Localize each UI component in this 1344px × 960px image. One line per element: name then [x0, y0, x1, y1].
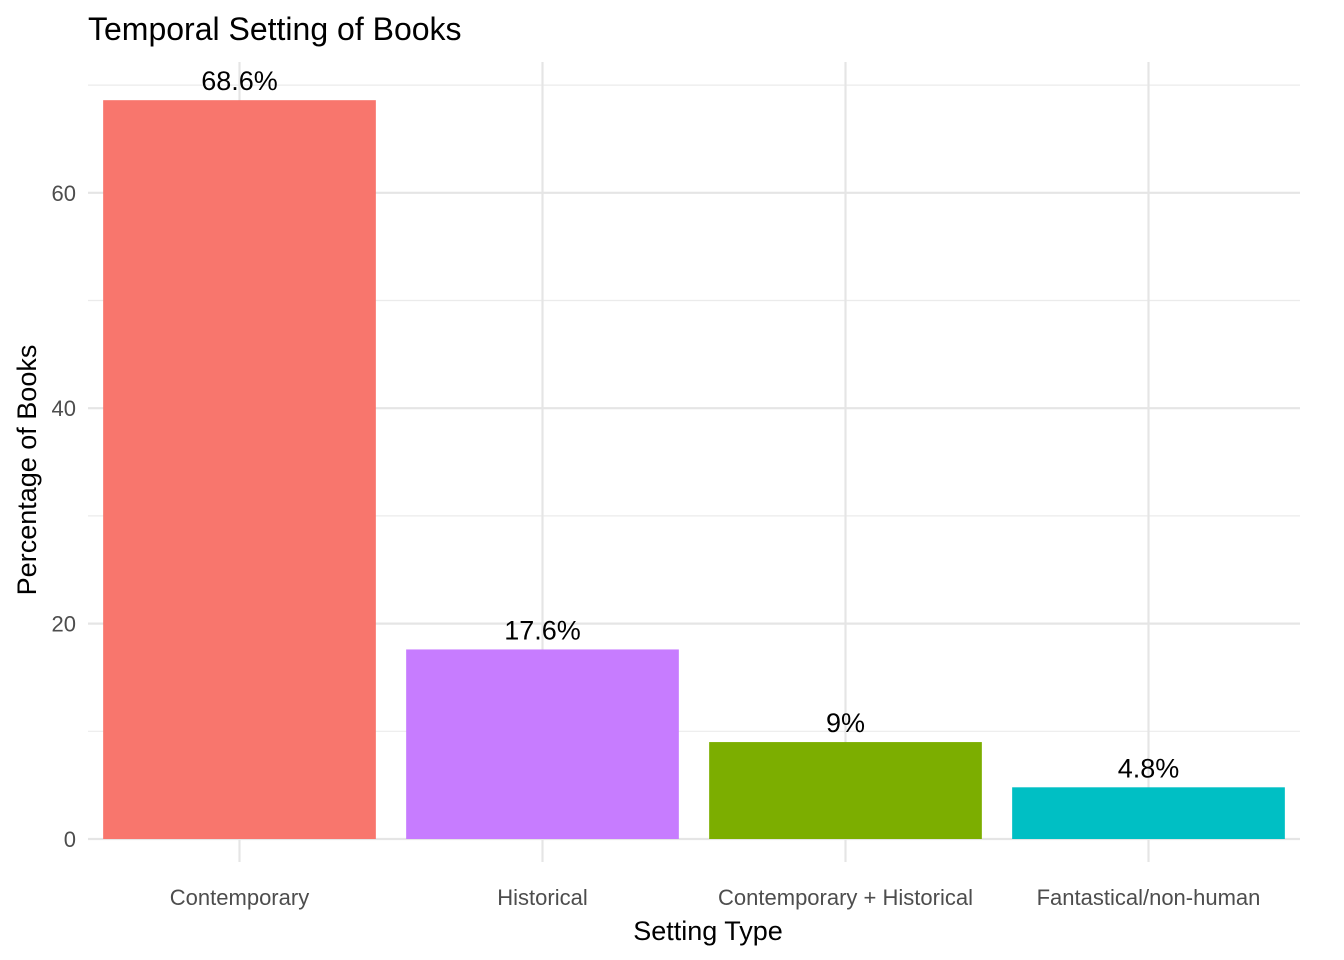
bar [709, 742, 982, 839]
x-axis-ticks: Contemporary Historical Contemporary + His… [170, 885, 1261, 910]
x-axis-title: Setting Type [633, 916, 783, 946]
bars [103, 100, 1285, 840]
data-label: 4.8% [1118, 753, 1180, 783]
x-tick-label: Fantastical/non-human [1037, 885, 1261, 910]
bar [103, 100, 376, 840]
data-labels: 68.6% 17.6% 9% 4.8% [201, 66, 1179, 783]
y-tick-label: 0 [64, 827, 76, 852]
x-tick-label: Contemporary [170, 885, 309, 910]
y-tick-label: 60 [52, 181, 76, 206]
data-label: 68.6% [201, 66, 278, 96]
y-tick-label: 20 [52, 612, 76, 637]
y-axis-ticks: 0 20 40 60 [52, 181, 76, 852]
data-label: 17.6% [504, 615, 581, 645]
y-tick-label: 40 [52, 396, 76, 421]
x-tick-label: Historical [497, 885, 587, 910]
bar [1012, 787, 1285, 839]
chart-title: Temporal Setting of Books [88, 11, 462, 47]
bar [406, 649, 679, 839]
x-tick-label: Contemporary + Historical [718, 885, 973, 910]
data-label: 9% [826, 708, 865, 738]
y-axis-title: Percentage of Books [12, 345, 42, 596]
